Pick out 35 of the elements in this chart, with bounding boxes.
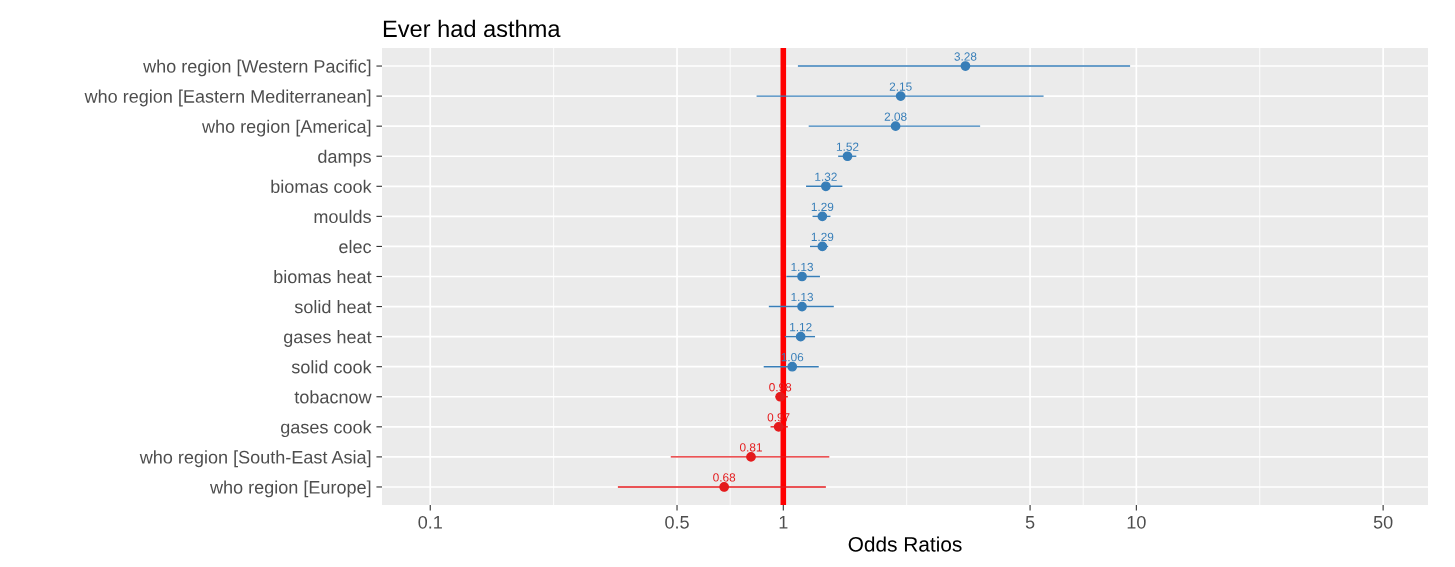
data-label: 1.12 — [790, 322, 812, 332]
y-tick-label: who region [Eastern Mediterranean] — [84, 89, 371, 107]
y-tick-label: gases heat — [284, 330, 372, 347]
data-label: 1.13 — [791, 262, 814, 272]
y-tick-label: who region [Europe] — [209, 480, 371, 498]
data-label: 1.52 — [836, 142, 859, 151]
x-tick-label: 0.5 — [665, 515, 689, 529]
x-axis-title: Odds Ratios — [848, 536, 962, 552]
data-label: 1.32 — [815, 172, 837, 181]
data-label: 0.68 — [713, 473, 736, 482]
x-tick-label: 0.1 — [418, 515, 442, 529]
y-tick-label: gases cook — [281, 420, 372, 438]
y-tick-label: moulds — [314, 209, 371, 224]
y-tick-label: who region [Western Pacific] — [143, 59, 371, 77]
y-tick-label: biomas heat — [274, 269, 372, 284]
data-label: 2.15 — [889, 82, 912, 91]
data-label: 1.13 — [791, 292, 814, 302]
data-label: 1.29 — [811, 232, 834, 242]
y-tick-label: biomas cook — [271, 179, 372, 194]
data-label: 1.29 — [811, 202, 834, 212]
x-tick-label: 10 — [1127, 515, 1146, 529]
chart-title: Ever had asthma — [383, 19, 561, 38]
y-tick-label: tobacnow — [294, 390, 372, 404]
data-label: 2.08 — [884, 112, 907, 121]
y-tick-label: elec — [339, 239, 372, 254]
x-tick-label: 50 — [1373, 515, 1393, 529]
data-label: 3.28 — [954, 52, 977, 61]
x-tick-label: 1 — [779, 516, 788, 529]
y-tick-label: damps — [318, 149, 371, 167]
y-tick-label: who region [South-East Asia] — [139, 450, 371, 468]
y-tick-label: solid heat — [294, 300, 372, 314]
data-label: 0.81 — [739, 443, 762, 452]
y-tick-label: who region [America] — [201, 119, 371, 137]
y-tick-label: solid cook — [291, 360, 372, 374]
x-tick-label: 5 — [1025, 516, 1035, 529]
